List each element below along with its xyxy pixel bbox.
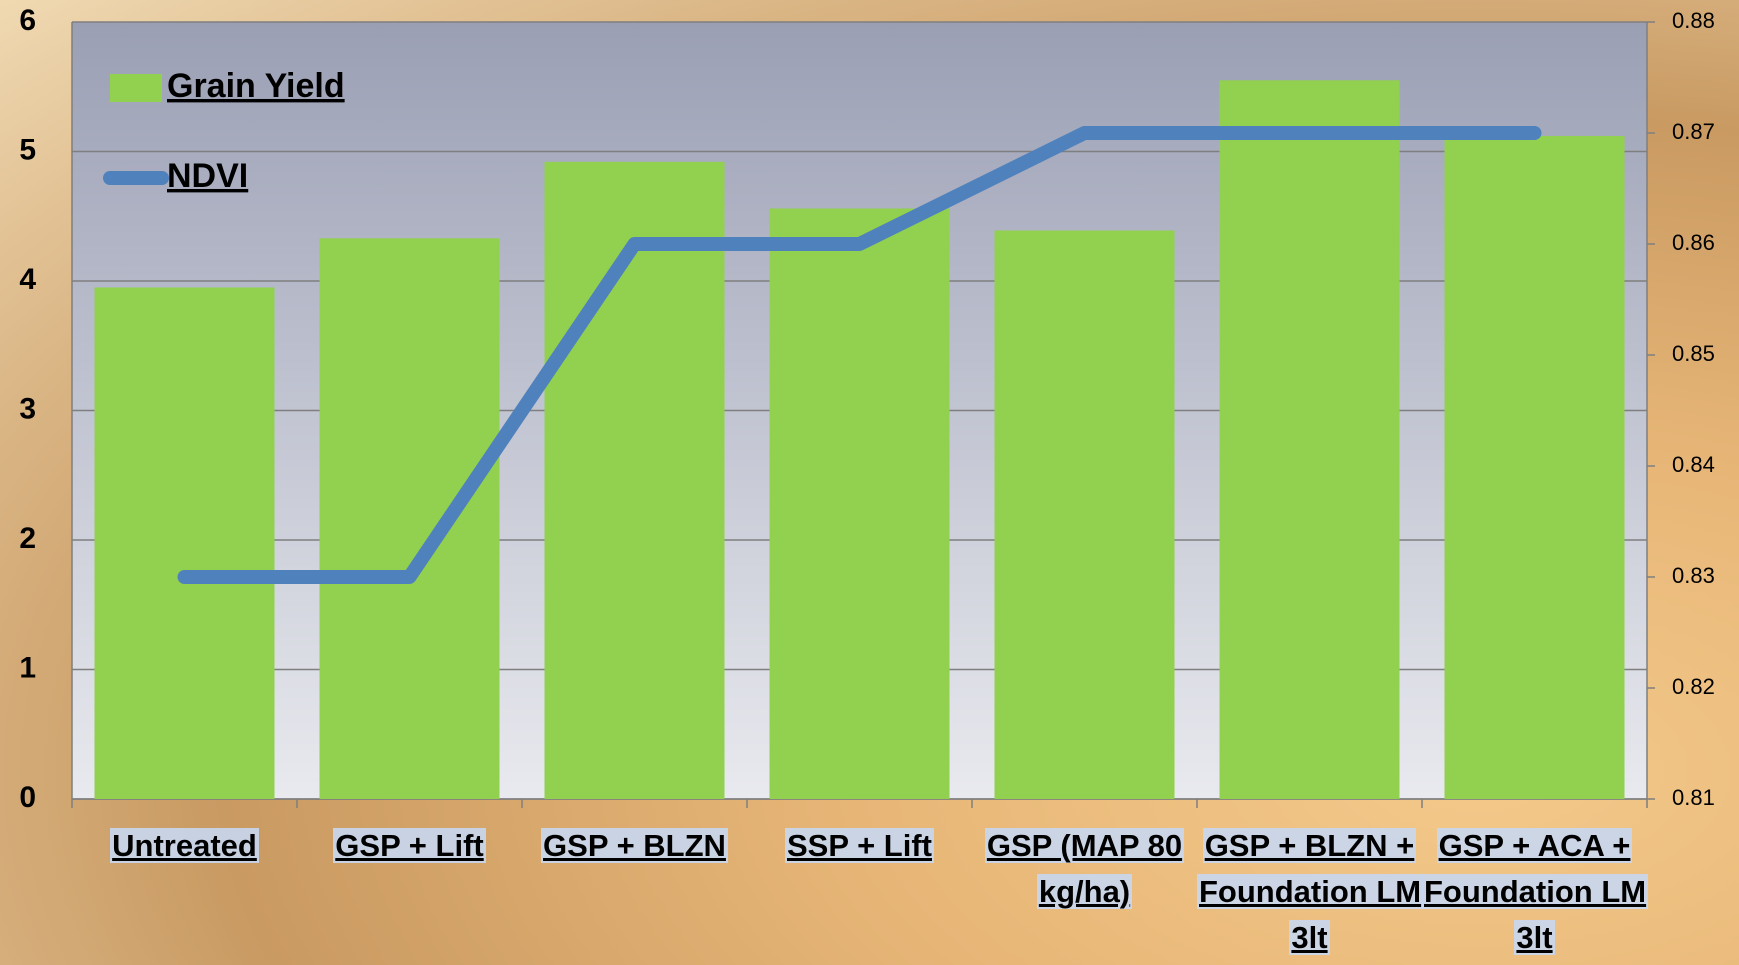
y2-tick-label: 0.86 bbox=[1672, 230, 1715, 255]
x-tick-text: SSP + Lift bbox=[785, 828, 934, 863]
x-tick-text: Untreated bbox=[110, 828, 259, 863]
bar bbox=[94, 287, 275, 799]
x-tick-label: GSP + ACA + Foundation LM 3lt bbox=[1422, 823, 1649, 961]
y2-tick-label: 0.87 bbox=[1672, 119, 1715, 144]
ndvi-line bbox=[177, 126, 1542, 584]
y2-tick-label: 0.88 bbox=[1672, 8, 1715, 33]
y-tick-label: 6 bbox=[19, 4, 36, 37]
y2-tick-label: 0.83 bbox=[1672, 563, 1715, 588]
y-tick-label: 1 bbox=[19, 651, 36, 684]
bar bbox=[319, 238, 500, 799]
x-tick-label: SSP + Lift bbox=[747, 823, 972, 869]
y-tick-label: 0 bbox=[19, 781, 36, 814]
legend-label: Grain Yield bbox=[167, 67, 345, 105]
x-tick-label: GSP + BLZN + Foundation LM 3lt bbox=[1197, 823, 1424, 961]
y2-tick-label: 0.85 bbox=[1672, 341, 1715, 366]
bar bbox=[1444, 135, 1625, 799]
bar bbox=[769, 208, 950, 800]
y-tick-label: 3 bbox=[19, 392, 36, 425]
x-tick-label: Untreated bbox=[72, 823, 297, 869]
x-tick-label: GSP + BLZN bbox=[522, 823, 747, 869]
x-tick-text: GSP + Lift bbox=[333, 828, 486, 863]
x-tick-text: GSP + ACA + Foundation LM 3lt bbox=[1422, 828, 1649, 955]
bar bbox=[544, 161, 725, 800]
y2-tick-label: 0.81 bbox=[1672, 785, 1715, 810]
y-tick-label: 4 bbox=[19, 263, 36, 296]
bar bbox=[1219, 80, 1400, 799]
bar bbox=[994, 230, 1175, 799]
x-tick-label: GSP + Lift bbox=[297, 823, 522, 869]
legend-swatch bbox=[110, 74, 162, 102]
x-tick-text: GSP (MAP 80 kg/ha) bbox=[984, 828, 1185, 909]
x-tick-text: GSP + BLZN + Foundation LM 3lt bbox=[1197, 828, 1424, 955]
x-tick-text: GSP + BLZN bbox=[541, 828, 728, 863]
y2-tick-label: 0.82 bbox=[1672, 674, 1715, 699]
y-tick-label: 5 bbox=[19, 133, 36, 166]
y-tick-label: 2 bbox=[19, 522, 36, 555]
legend-label: NDVI bbox=[167, 157, 248, 195]
y2-tick-label: 0.84 bbox=[1672, 452, 1715, 477]
x-tick-label: GSP (MAP 80 kg/ha) bbox=[972, 823, 1197, 915]
